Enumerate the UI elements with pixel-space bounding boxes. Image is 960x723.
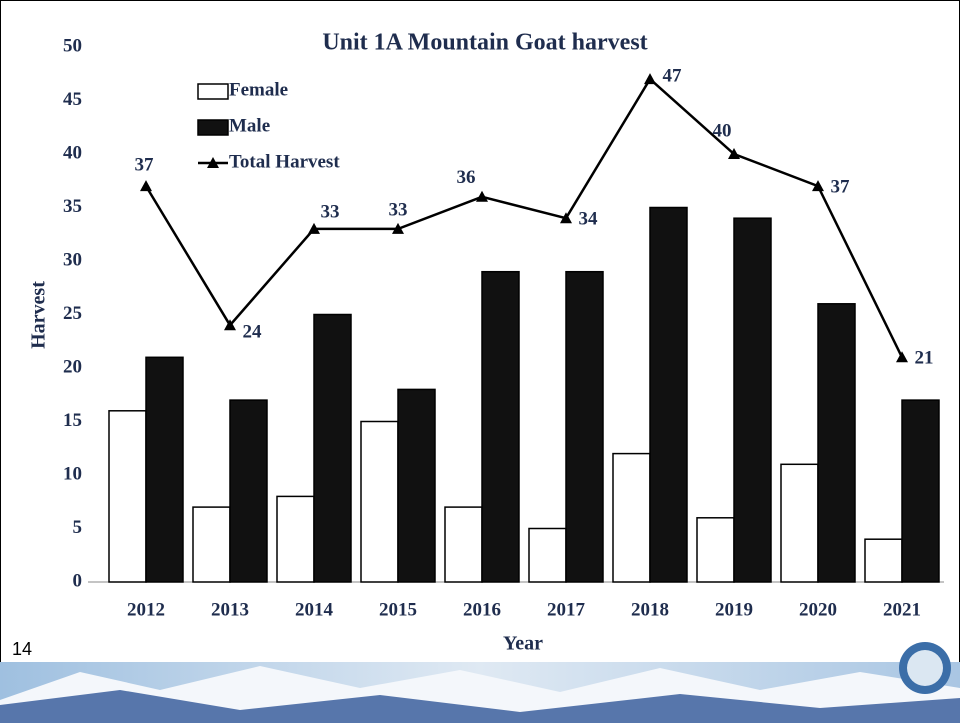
x-tick-label: 2013 <box>211 599 249 620</box>
bar <box>780 463 819 583</box>
bar <box>696 517 735 583</box>
x-tick-label: 2014 <box>295 599 334 620</box>
bar <box>192 506 231 583</box>
bar <box>145 356 184 583</box>
bar <box>108 410 147 583</box>
marker <box>560 212 572 224</box>
y-axis-label: Harvest <box>28 281 50 349</box>
marker <box>812 180 824 192</box>
x-tick-label: 2017 <box>547 599 586 620</box>
y-tick-label: 50 <box>63 35 82 56</box>
bar <box>528 527 567 583</box>
legend-swatch <box>197 83 229 100</box>
data-label: 34 <box>579 209 599 230</box>
data-label: 37 <box>831 176 851 197</box>
data-label: 37 <box>135 154 155 175</box>
data-label: 47 <box>663 65 683 86</box>
bar <box>612 452 651 583</box>
line <box>144 77 904 358</box>
x-tick-label: 2016 <box>463 599 501 620</box>
bar <box>444 506 483 583</box>
y-tick-label: 20 <box>63 356 82 377</box>
bar <box>276 495 315 583</box>
marker <box>728 148 740 159</box>
y-tick-label: 30 <box>63 249 82 270</box>
legend-swatch <box>207 157 219 168</box>
y-tick-label: 25 <box>63 303 82 324</box>
bar <box>397 388 436 583</box>
y-tick-label: 45 <box>63 89 82 110</box>
bar <box>313 313 352 583</box>
slide-number: 14 <box>12 639 32 659</box>
marker <box>224 319 236 331</box>
bar <box>360 420 399 583</box>
data-label: 21 <box>915 348 934 369</box>
y-tick-label: 35 <box>63 196 82 217</box>
marker <box>476 190 488 202</box>
marker <box>140 180 152 192</box>
x-axis-label: Year <box>503 633 543 655</box>
y-tick-label: 40 <box>63 142 82 163</box>
legend-swatch <box>197 119 229 136</box>
y-tick-label: 10 <box>63 463 82 484</box>
legend-label: Total Harvest <box>229 151 340 172</box>
data-label: 33 <box>389 199 408 220</box>
marker <box>308 222 320 234</box>
y-tick-label: 15 <box>63 410 82 431</box>
legend-label: Male <box>229 115 270 136</box>
data-label: 36 <box>457 167 476 188</box>
y-tick-label: 5 <box>73 517 83 538</box>
marker <box>644 73 656 85</box>
marker <box>896 351 908 363</box>
data-label: 40 <box>713 120 732 141</box>
x-tick-label: 2012 <box>127 599 165 620</box>
bar <box>565 270 604 583</box>
x-tick-label: 2018 <box>631 599 669 620</box>
y-tick-label: 0 <box>73 570 83 591</box>
bar <box>733 217 772 583</box>
bar <box>649 206 688 583</box>
x-tick-label: 2021 <box>883 599 921 620</box>
x-tick-label: 2019 <box>715 599 753 620</box>
x-tick-label: 2015 <box>379 599 417 620</box>
chart: Unit 1A Mountain Goat harvest Year Harve… <box>28 30 944 655</box>
bar <box>229 399 268 583</box>
marker <box>392 222 404 234</box>
data-label: 33 <box>321 201 340 222</box>
legend-label: Female <box>229 79 288 100</box>
bar <box>901 399 940 583</box>
bar <box>864 538 903 583</box>
bar <box>481 270 520 583</box>
x-tick-label: 2020 <box>799 599 837 620</box>
chart-title: Unit 1A Mountain Goat harvest <box>322 30 647 56</box>
data-label: 24 <box>243 322 263 343</box>
banner <box>0 642 960 723</box>
bar <box>817 303 856 583</box>
